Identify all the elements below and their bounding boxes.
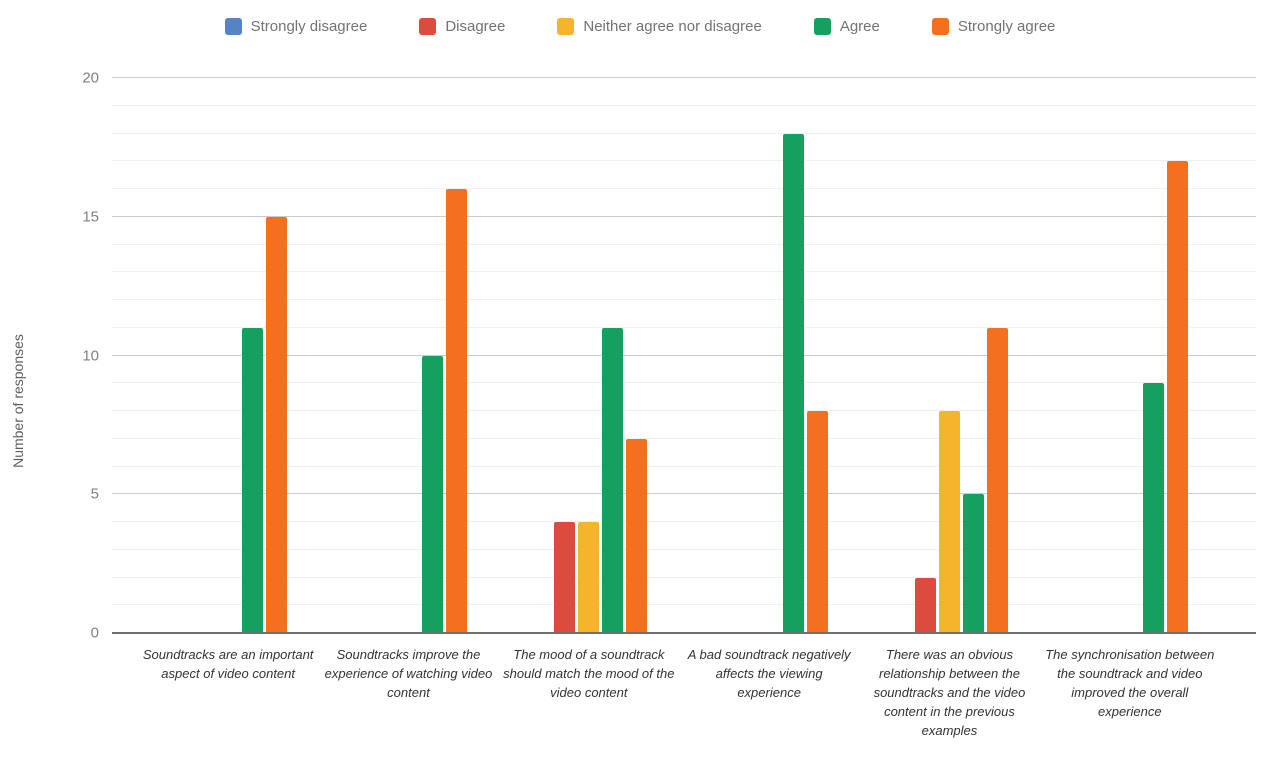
legend-swatch-icon: [419, 17, 437, 35]
bar: [265, 216, 287, 633]
bars-row: [138, 78, 1220, 633]
legend-item: Neither agree nor disagree: [557, 17, 762, 35]
category-label: Soundtracks improve the experience of wa…: [324, 647, 493, 700]
major-gridline: [112, 215, 1256, 217]
minor-gridline: [112, 132, 1256, 134]
major-gridline: [112, 354, 1256, 356]
category-column: [1040, 78, 1220, 633]
minor-gridline: [112, 576, 1256, 578]
category-column: [679, 78, 859, 633]
bar: [986, 327, 1008, 633]
minor-gridline: [112, 104, 1256, 106]
category-column: [318, 78, 498, 633]
category-column: [138, 78, 318, 633]
category-label-cell: The mood of a soundtrack should match th…: [499, 645, 679, 740]
minor-gridline: [112, 604, 1256, 606]
legend-item: Disagree: [419, 17, 506, 35]
legend-label: Strongly disagree: [250, 17, 368, 35]
category-label: Soundtracks are an important aspect of v…: [142, 647, 314, 681]
bar: [1167, 161, 1189, 633]
legend-item: Agree: [813, 17, 880, 35]
category-label-cell: Soundtracks improve the experience of wa…: [318, 645, 498, 740]
category-label: A bad soundtrack negatively affects the …: [687, 647, 851, 700]
minor-gridline: [112, 160, 1256, 162]
bar: [445, 189, 467, 633]
bar: [962, 494, 984, 633]
bar: [626, 438, 648, 633]
y-tick-label: 0: [90, 624, 99, 642]
x-axis-line: [112, 632, 1256, 634]
bar: [421, 355, 443, 633]
bar: [1143, 383, 1165, 633]
major-gridline: [112, 493, 1256, 495]
minor-gridline: [112, 243, 1256, 245]
minor-gridline: [112, 465, 1256, 467]
legend-item: Strongly disagree: [224, 17, 368, 35]
bar: [806, 411, 828, 633]
category-label-cell: A bad soundtrack negatively affects the …: [679, 645, 859, 740]
category-label: The mood of a soundtrack should match th…: [503, 647, 675, 700]
minor-gridline: [112, 410, 1256, 411]
category-column: [859, 78, 1039, 633]
minor-gridline: [112, 299, 1256, 300]
bar: [914, 577, 936, 633]
category-label-cell: The synchronisation between the soundtra…: [1040, 645, 1220, 740]
category-column: [499, 78, 679, 633]
bar: [554, 522, 576, 633]
legend-swatch-icon: [557, 17, 575, 35]
category-label-cell: Soundtracks are an important aspect of v…: [138, 645, 318, 740]
legend-swatch-icon: [931, 17, 949, 35]
minor-gridline: [112, 188, 1256, 189]
legend-label: Strongly agree: [957, 17, 1056, 35]
y-tick-label: 20: [82, 69, 99, 87]
minor-gridline: [112, 548, 1256, 550]
bar: [782, 133, 804, 633]
y-axis-title: Number of responses: [10, 334, 26, 468]
minor-gridline: [112, 521, 1256, 522]
legend-swatch-icon: [224, 17, 242, 35]
minor-gridline: [112, 437, 1256, 439]
y-tick-label: 5: [90, 485, 99, 503]
category-label: There was an obvious relationship betwee…: [873, 647, 1026, 738]
bar: [602, 327, 624, 633]
category-labels: Soundtracks are an important aspect of v…: [138, 645, 1220, 740]
legend-item: Strongly agree: [931, 17, 1056, 35]
minor-gridline: [112, 271, 1256, 273]
plot-area: 0 5 10 15 20 Soundtracks are an important as…: [82, 70, 1256, 738]
minor-gridline: [112, 382, 1256, 384]
bar: [578, 522, 600, 633]
category-label: The synchronisation between the soundtra…: [1045, 647, 1215, 719]
major-gridline: [112, 77, 1256, 78]
legend-label: Neither agree nor disagree: [583, 17, 762, 35]
y-tick-label: 15: [82, 208, 99, 226]
category-label-cell: There was an obvious relationship betwee…: [859, 645, 1039, 740]
y-tick-label: 10: [82, 347, 99, 364]
legend-label: Disagree: [445, 17, 506, 35]
bar: [938, 411, 960, 633]
bar: [241, 327, 263, 633]
legend-label: Agree: [839, 17, 880, 35]
minor-gridline: [112, 326, 1256, 328]
legend-swatch-icon: [813, 17, 831, 35]
chart-legend: Strongly disagree Disagree Neither agree n…: [0, 14, 1280, 38]
